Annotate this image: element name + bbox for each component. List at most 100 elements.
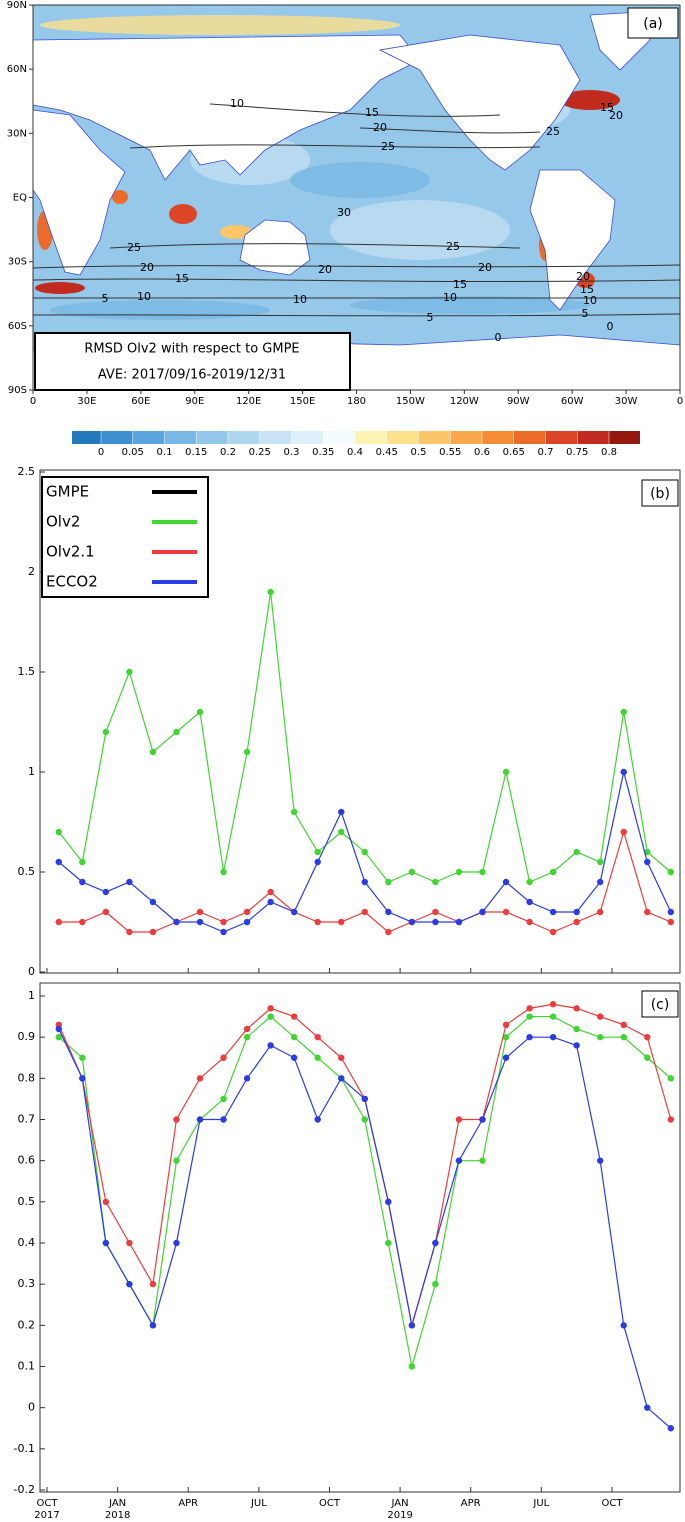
data-point	[432, 918, 439, 926]
color-bin	[259, 431, 292, 444]
annotation: RMSD Olv2 with respect to GMPE	[84, 342, 299, 357]
year-label: 2017	[34, 1510, 59, 1521]
data-point	[596, 1013, 604, 1020]
series-line	[58, 1015, 672, 1367]
color-bin	[132, 431, 165, 444]
y-tick-label: 0.9	[18, 1030, 36, 1043]
color-bin	[101, 431, 133, 444]
data-point	[55, 858, 62, 866]
data-point	[220, 1054, 227, 1061]
x-tick-label: OCT	[601, 1498, 623, 1509]
data-point	[79, 1075, 86, 1082]
data-point	[338, 918, 345, 926]
x-tick-label: 60E	[131, 396, 150, 407]
data-point	[314, 848, 321, 856]
panel-label-box	[641, 479, 679, 507]
data-point	[385, 928, 392, 936]
data-point	[455, 1116, 463, 1123]
data-point	[243, 748, 251, 756]
contour-label: 5	[427, 311, 434, 324]
colorbar-label: 0.6	[474, 447, 490, 458]
contour-label: 25	[546, 125, 560, 138]
year-label: 2018	[105, 1510, 130, 1521]
data-point	[526, 1033, 533, 1041]
data-point	[620, 1021, 627, 1029]
contour-label: 15	[580, 283, 594, 296]
plot-frame	[39, 469, 681, 974]
data-point	[479, 1157, 486, 1164]
plot-frame	[39, 982, 681, 1493]
data-point	[549, 1001, 557, 1008]
data-point	[79, 1054, 86, 1061]
data-point	[408, 868, 416, 876]
data-point	[243, 908, 251, 916]
color-bin	[355, 431, 387, 444]
colorbar-label: 0.15	[185, 447, 207, 458]
data-point	[596, 1033, 604, 1041]
legend-box	[41, 476, 209, 598]
y-tick-label: 90N	[7, 0, 27, 11]
contour-label: 0	[495, 331, 502, 344]
color-bin	[196, 431, 228, 444]
y-tick-label: -0.2	[14, 1483, 35, 1496]
x-tick-label: 0	[677, 396, 683, 407]
data-point	[432, 1280, 439, 1288]
y-tick-label: 0.4	[18, 1236, 36, 1249]
contour-label: 30	[337, 206, 351, 219]
color-bin	[323, 431, 355, 444]
data-point	[408, 918, 416, 926]
data-point	[596, 1157, 604, 1164]
panel-label-box	[641, 990, 679, 1018]
contour-label: 10	[230, 97, 244, 110]
data-point	[220, 1116, 227, 1123]
colorbar-label: 0	[98, 447, 104, 458]
data-point	[149, 928, 157, 936]
series-line	[58, 1003, 672, 1326]
colorbar-label: 0.4	[347, 447, 363, 458]
y-tick-label: -0.1	[14, 1442, 35, 1455]
contour-label: 25	[446, 240, 460, 253]
data-point	[526, 1005, 533, 1012]
data-point	[667, 868, 675, 876]
contour-label: 10	[443, 291, 457, 304]
color-bin	[545, 431, 578, 444]
data-point	[290, 908, 298, 916]
data-point	[267, 888, 274, 896]
data-point	[479, 1116, 486, 1123]
contour-label: 20	[609, 109, 623, 122]
data-point	[455, 1157, 463, 1164]
panel-label: (b)	[650, 486, 670, 502]
x-tick-label: APR	[461, 1498, 481, 1509]
data-point	[620, 1033, 627, 1041]
data-point	[502, 1033, 510, 1041]
x-tick-label: JUL	[250, 1498, 267, 1509]
colorbar-label: 0.55	[439, 447, 461, 458]
data-point	[290, 808, 298, 816]
data-point	[573, 1005, 580, 1012]
x-tick-label: JAN	[391, 1498, 409, 1509]
data-point	[102, 728, 110, 736]
data-point	[549, 928, 557, 936]
color-bin	[450, 431, 482, 444]
data-point	[267, 1042, 274, 1049]
contour-label: 20	[576, 270, 590, 283]
data-point	[267, 1005, 274, 1012]
data-point	[102, 1198, 110, 1206]
y-tick-label: 90S	[8, 385, 27, 396]
y-tick-label: EQ	[13, 193, 27, 204]
data-point	[126, 928, 133, 936]
y-tick-label: 0.2	[18, 1318, 36, 1331]
data-point	[55, 828, 62, 836]
data-point	[220, 918, 227, 926]
data-point	[596, 908, 604, 916]
data-point	[432, 1239, 439, 1247]
data-point	[220, 928, 227, 936]
color-bin	[513, 431, 546, 444]
y-tick-label: 0	[28, 1401, 35, 1414]
y-tick-label: 0.6	[18, 1154, 36, 1167]
data-point	[526, 878, 533, 886]
colorbar-label: 0.45	[376, 447, 398, 458]
data-point	[667, 908, 675, 916]
data-point	[267, 588, 274, 596]
